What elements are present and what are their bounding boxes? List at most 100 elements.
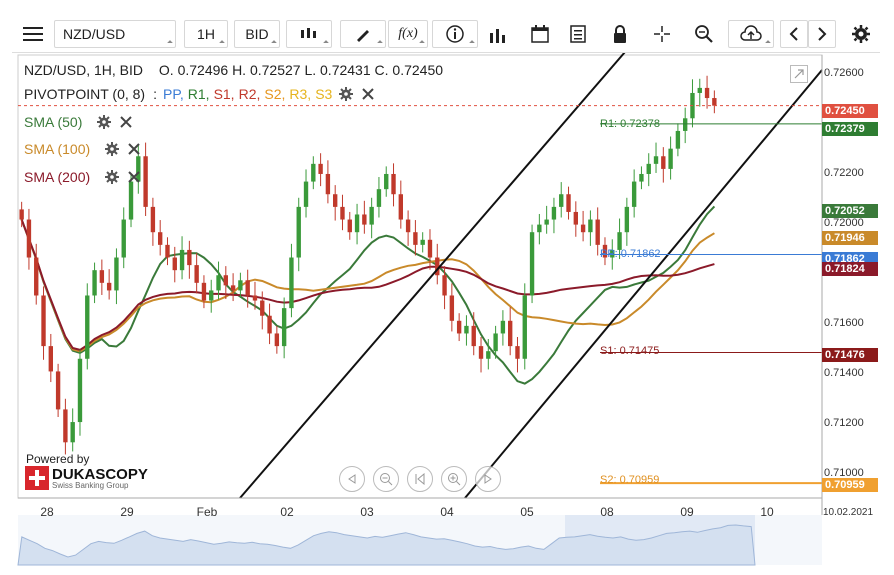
pivot-indicator-name: PIVOTPOINT (0, 8) (24, 86, 146, 102)
candle-body (55, 371, 61, 410)
reset-view-button[interactable] (407, 466, 433, 492)
scroll-right-button[interactable] (808, 20, 836, 48)
candle-body (311, 163, 316, 182)
candle-body (114, 257, 119, 291)
symbol-selector[interactable]: NZD/USD (54, 20, 176, 48)
candle-body (340, 206, 345, 220)
pivot-label-r2: R2, (238, 86, 261, 102)
candle-body (456, 320, 462, 334)
sma100-line (20, 219, 715, 353)
candle-body (602, 244, 608, 258)
pan-left-button[interactable] (339, 466, 365, 492)
sma50-legend[interactable]: SMA (50) (24, 114, 134, 130)
candle-body (449, 295, 455, 321)
candle-body (201, 282, 207, 301)
y-tick-label: 0.71400 (824, 367, 864, 379)
sma100-label: SMA (100) (24, 141, 91, 157)
scroll-left-button[interactable] (780, 20, 808, 48)
x-tick-label: 28 (40, 505, 54, 519)
plot-frame (17, 54, 823, 499)
sma200-legend[interactable]: SMA (200) (24, 169, 142, 185)
price-type-selector[interactable]: BID (234, 20, 280, 48)
sma50-settings-gear-icon[interactable] (96, 114, 112, 130)
candle-body (471, 325, 476, 347)
pivot-label-r1: R1, (187, 86, 210, 102)
chart-title: NZD/USD, 1H, BID (24, 62, 144, 78)
candle-body (209, 290, 214, 301)
chart-type-button[interactable] (286, 20, 332, 48)
maximize-button[interactable] (790, 65, 808, 83)
candle-body (274, 333, 280, 347)
volume-button[interactable] (480, 20, 516, 48)
template-button[interactable] (560, 20, 596, 48)
dropdown-caret-icon (219, 40, 225, 46)
candle-body (405, 219, 411, 233)
triangle-right-icon (484, 474, 492, 484)
zoom-in-button[interactable] (441, 466, 467, 492)
dropdown-caret-icon (323, 40, 329, 46)
sma200-settings-gear-icon[interactable] (104, 169, 120, 185)
r1-badge: 0.72379 (822, 122, 878, 136)
draw-tool-button[interactable] (340, 20, 386, 48)
pan-right-button[interactable] (475, 466, 501, 492)
candle-body (537, 224, 542, 233)
trendline-upper (239, 51, 626, 499)
navigator-right (822, 515, 894, 565)
y-tick-label: 0.71000 (824, 467, 864, 479)
y-tick-label: 0.72600 (824, 67, 864, 79)
pivot-indicator-legend[interactable]: PIVOTPOINT (0, 8) : PP, R1, S1, R2, S2, … (24, 86, 376, 102)
zoom-button[interactable] (686, 20, 722, 48)
candle-body (369, 206, 374, 225)
y-tick-label: 0.71600 (824, 317, 864, 329)
logo-company: DUKASCOPY (52, 465, 148, 483)
candle-body (544, 219, 549, 225)
menu-button[interactable] (16, 20, 50, 48)
dropdown-caret-icon (765, 40, 771, 46)
sma100-settings-gear-icon[interactable] (104, 141, 120, 157)
export-button[interactable] (728, 20, 774, 48)
chart-toolbar: NZD/USD 1H BID f(x) (12, 14, 880, 53)
candle-body (158, 232, 163, 245)
candle-body (420, 239, 425, 245)
chevron-left-icon (789, 27, 798, 41)
candle-body (362, 214, 367, 225)
info-button[interactable] (432, 20, 478, 48)
candle-body (588, 219, 593, 233)
candle-body (48, 346, 53, 372)
pivot-settings-gear-icon[interactable] (338, 86, 354, 102)
crosshair-button[interactable] (644, 20, 680, 48)
y-tick-label: 0.72200 (824, 167, 864, 179)
candle-body (106, 282, 112, 291)
sma200-remove-close-icon[interactable] (126, 169, 142, 185)
pivot-label-r3: R3, (289, 86, 312, 102)
candle-body (486, 351, 491, 359)
sma200-badge: 0.71824 (822, 262, 878, 276)
cloud-upload-icon (740, 25, 762, 41)
calendar-button[interactable] (522, 20, 558, 48)
candle-body (136, 156, 141, 182)
candle-body (252, 295, 258, 301)
lock-button[interactable] (602, 20, 638, 48)
candle-body (267, 315, 272, 334)
candle-body (347, 219, 352, 233)
candle-body (77, 358, 83, 423)
sma50-remove-close-icon[interactable] (118, 114, 134, 130)
x-tick-label: 05 (520, 505, 534, 519)
timeframe-selector[interactable]: 1H (184, 20, 228, 48)
zoom-out-button[interactable] (373, 466, 399, 492)
candle-body (128, 181, 134, 220)
sma100-legend[interactable]: SMA (100) (24, 141, 142, 157)
ohlc-readout: O. 0.72496 H. 0.72527 L. 0.72431 C. 0.72… (158, 62, 444, 78)
sma100-remove-close-icon[interactable] (126, 141, 142, 157)
candle-body (216, 275, 221, 291)
indicators-button[interactable]: f(x) (388, 20, 428, 48)
candle-body (172, 257, 177, 271)
candle-body (500, 320, 506, 334)
candle-body (99, 270, 105, 283)
candle-body (92, 270, 97, 296)
pivot-remove-close-icon[interactable] (360, 86, 376, 102)
settings-button[interactable] (846, 20, 876, 48)
candle-body (391, 173, 396, 195)
